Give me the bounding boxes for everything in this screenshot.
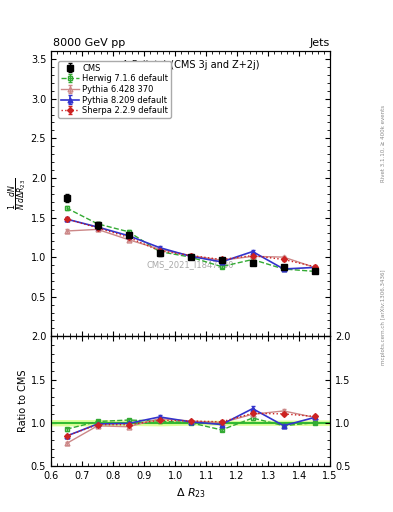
Y-axis label: $\frac{1}{N}\frac{dN}{d\Delta R_{23}}$: $\frac{1}{N}\frac{dN}{d\Delta R_{23}}$ xyxy=(7,178,29,210)
Text: Jets: Jets xyxy=(309,38,329,49)
Text: CMS_2021_I1847230: CMS_2021_I1847230 xyxy=(147,261,234,269)
Y-axis label: Ratio to CMS: Ratio to CMS xyxy=(18,370,28,432)
Text: 8000 GeV pp: 8000 GeV pp xyxy=(53,38,125,49)
X-axis label: $\Delta\ R_{23}$: $\Delta\ R_{23}$ xyxy=(176,486,206,500)
Text: mcplots.cern.ch [arXiv:1306.3436]: mcplots.cern.ch [arXiv:1306.3436] xyxy=(381,270,386,365)
Legend: CMS, Herwig 7.1.6 default, Pythia 6.428 370, Pythia 8.209 default, Sherpa 2.2.9 : CMS, Herwig 7.1.6 default, Pythia 6.428 … xyxy=(58,61,171,118)
Text: Δ R (jets) (CMS 3j and Z+2j): Δ R (jets) (CMS 3j and Z+2j) xyxy=(122,60,259,70)
Text: Rivet 3.1.10, ≥ 400k events: Rivet 3.1.10, ≥ 400k events xyxy=(381,105,386,182)
